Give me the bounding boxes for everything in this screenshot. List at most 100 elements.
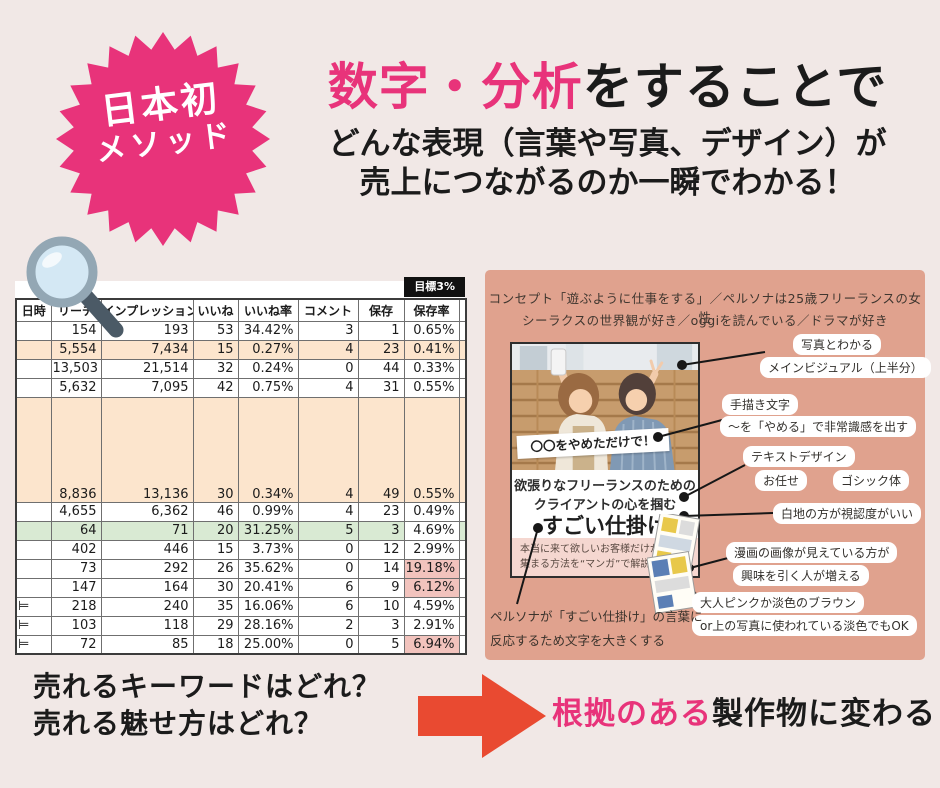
starburst-shape — [56, 32, 270, 246]
table-cell: 16.06% — [237, 596, 299, 617]
annotation-manga-2: 興味を引く人が増える — [733, 565, 869, 586]
table-cell: 8,836 — [50, 396, 102, 503]
col-header-save-rate: 保存率 — [403, 298, 460, 322]
table-cell: 3 — [357, 615, 405, 636]
table-cell — [15, 520, 52, 541]
table-cell: 20.41% — [237, 577, 299, 598]
col-header-saves: 保存 — [357, 298, 405, 322]
table-cell: 3.73% — [237, 539, 299, 560]
table-cell — [15, 358, 52, 379]
table-cell: 31 — [357, 377, 405, 398]
table-cell: 34.42% — [237, 320, 299, 341]
table-cell: 10 — [357, 596, 405, 617]
table-cell: 71 — [100, 520, 194, 541]
table-cell: 35 — [192, 596, 239, 617]
table-cell: 4 — [297, 377, 359, 398]
col-header-like-rate: いいね率 — [237, 298, 299, 322]
table-cell-sliver — [458, 396, 467, 503]
right-arrow-icon — [418, 674, 546, 758]
table-cell — [15, 339, 52, 360]
headline-main: 数字・分析をすることで — [285, 56, 930, 119]
table-cell: 292 — [100, 558, 194, 579]
table-cell — [15, 539, 52, 560]
annotation-photo-visual-1: 写真とわかる — [793, 334, 882, 355]
headline: 数字・分析をすることで どんな表現（言葉や写真、デザイン）が 売上につながるのか… — [285, 56, 930, 204]
table-cell: 12 — [357, 539, 405, 560]
table-cell: 46 — [192, 501, 239, 522]
table-cell: 15 — [192, 539, 239, 560]
table-row: 64 71 20 31.25% 5 3 4.69% — [15, 520, 467, 541]
table-cell-sliver — [458, 634, 467, 655]
post-title-line1: 欲張りなフリーランスのための — [514, 479, 696, 494]
table-cell: 103 — [50, 615, 102, 636]
table-cell: 154 — [50, 320, 102, 341]
table-cell: 4.69% — [403, 520, 460, 541]
bottom-questions: 売れるキーワードはどれ？ 売れる魅せ方はどれ？ — [33, 668, 381, 742]
post-strip-line1: 本当に来て欲しいお客様だけが — [520, 544, 660, 555]
table-cell: 0 — [297, 634, 359, 655]
table-cell: 7,434 — [100, 339, 194, 360]
table-cell-sliver — [458, 539, 467, 560]
table-cell: 31.25% — [237, 520, 299, 541]
table-cell: 0 — [297, 558, 359, 579]
table-cell: 32 — [192, 358, 239, 379]
table-cell: 19.18% — [403, 558, 460, 579]
table-cell: 35.62% — [237, 558, 299, 579]
table-cell: 25.00% — [237, 634, 299, 655]
table-cell: 20 — [192, 520, 239, 541]
table-cell: 6,362 — [100, 501, 194, 522]
analytics-table: 日時 リーチ インプレッション いいね いいね率 コメント 保存 保存率 154… — [15, 298, 467, 655]
annotation-persona-word-1: ペルソナが「すごい仕掛け」の言葉に — [490, 609, 703, 624]
table-row: 13,503 21,514 32 0.24% 0 44 0.33% — [15, 358, 467, 379]
bottom-question-1: 売れるキーワードはどれ？ — [33, 670, 382, 703]
annotation-persona-word-2: 反応するため文字を大きくする — [490, 633, 666, 648]
table-cell: 9 — [357, 577, 405, 598]
table-cell: 4 — [297, 339, 359, 360]
table-cell: 14 — [357, 558, 405, 579]
table-cell — [15, 558, 52, 579]
table-cell — [15, 320, 52, 341]
table-cell: 53 — [192, 320, 239, 341]
annotation-color-2: or上の写真に使われている淡色でもOK — [692, 615, 917, 636]
table-cell: 0.65% — [403, 320, 460, 341]
table-cell: 218 — [50, 596, 102, 617]
analytics-spreadsheet: 目標3% 日時 リーチ インプレッション いいね いいね率 コメント 保存 保存… — [15, 277, 467, 655]
bottom-question-2: 売れる魅せ方はどれ？ — [33, 707, 324, 740]
table-cell: 0.34% — [237, 396, 299, 503]
table-row: ⊨ 72 85 18 25.00% 0 5 6.94% — [15, 634, 467, 655]
sheet-top-band: 目標3% — [15, 277, 465, 298]
table-cell: ⊨ — [15, 615, 52, 636]
annotation-white-background: 白地の方が視認度がいい — [773, 503, 922, 524]
table-cell: 6.12% — [403, 577, 460, 598]
goal-chip: 目標3% — [404, 277, 465, 297]
table-cell: 0.27% — [237, 339, 299, 360]
table-cell — [15, 501, 52, 522]
table-cell: 73 — [50, 558, 102, 579]
table-cell-sliver — [458, 358, 467, 379]
table-cell: 21,514 — [100, 358, 194, 379]
table-cell: 7,095 — [100, 377, 194, 398]
persona-note-line2: シーラクスの世界観が好き／oggiを読んでいる／ドラマが好き — [522, 313, 888, 328]
bottom-result: 根拠のある製作物に変わる — [552, 688, 936, 733]
table-row: 402 446 15 3.73% 0 12 2.99% — [15, 539, 467, 560]
table-cell: 6 — [297, 577, 359, 598]
table-cell: 15 — [192, 339, 239, 360]
table-cell: 23 — [357, 501, 405, 522]
table-cell: 0.49% — [403, 501, 460, 522]
table-cell-sliver — [458, 615, 467, 636]
table-cell: 240 — [100, 596, 194, 617]
table-cell: 402 — [50, 539, 102, 560]
table-cell-sliver — [458, 339, 467, 360]
table-cell: 64 — [50, 520, 102, 541]
table-cell: 5 — [357, 634, 405, 655]
table-cell: 4 — [297, 501, 359, 522]
table-cell-sliver — [458, 577, 467, 598]
table-cell — [15, 396, 52, 503]
table-cell: 72 — [50, 634, 102, 655]
post-strip-line2: 集まる方法を“マンガ”で解説 — [520, 559, 651, 570]
col-header-comments: コメント — [297, 298, 359, 322]
post-title-line3: すごい仕掛け — [542, 514, 668, 538]
manga-thumbnails — [647, 514, 701, 614]
table-cell: 0.55% — [403, 396, 460, 503]
table-cell: 118 — [100, 615, 194, 636]
